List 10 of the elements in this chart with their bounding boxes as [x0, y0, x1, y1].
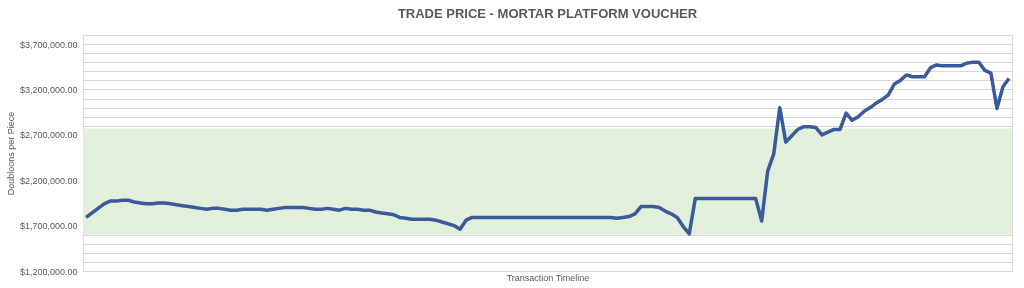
x-axis-title: Transaction Timeline: [506, 272, 590, 283]
chart-title: TRADE PRICE - MORTAR PLATFORM VOUCHER: [397, 6, 698, 21]
y-tick-label: $1,700,000.00: [19, 221, 78, 232]
line-series: [84, 60, 1011, 236]
y-tick-label: $3,200,000.00: [19, 84, 78, 95]
y-tick-label: $1,200,000.00: [19, 266, 78, 277]
y-tick-label: $2,700,000.00: [19, 130, 78, 141]
y-tick-label: $2,200,000.00: [19, 175, 78, 186]
y-axis-title: Doubloons per Piece: [5, 111, 16, 196]
y-tick-label: $3,700,000.00: [19, 39, 78, 50]
